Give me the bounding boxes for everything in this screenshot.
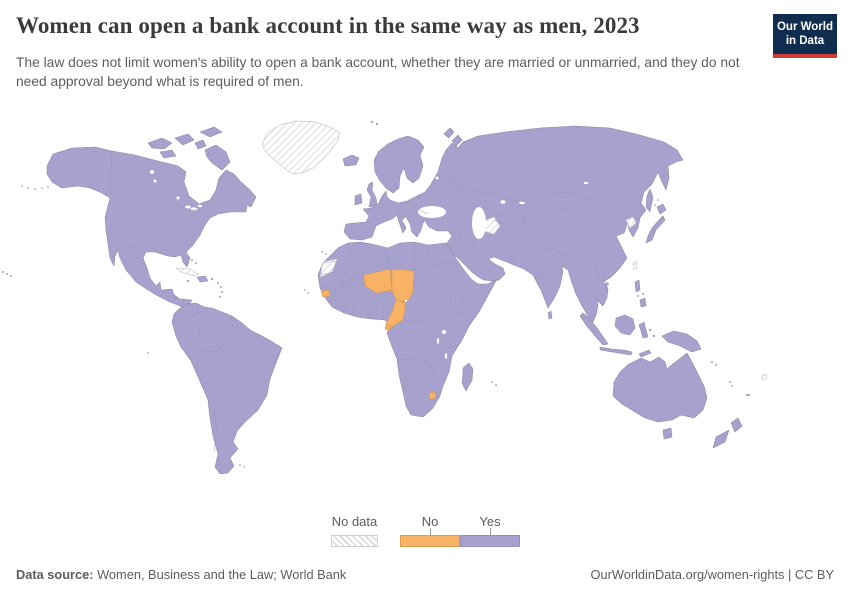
- country-iceland: [342, 154, 360, 167]
- country-eswatini[interactable]: [428, 391, 437, 400]
- country-equatorial-guinea[interactable]: [384, 323, 392, 331]
- map-no-countries[interactable]: [320, 268, 437, 400]
- country-fiji[interactable]: [761, 373, 768, 381]
- region-south-america: [171, 302, 283, 475]
- country-sri-lanka: [547, 310, 553, 320]
- lakes: [150, 170, 589, 359]
- country-north-korea[interactable]: [625, 216, 637, 229]
- country-hispaniola: [196, 275, 209, 283]
- legend-no-swatch[interactable]: [400, 535, 460, 547]
- country-indonesia-sumatra: [579, 312, 609, 346]
- country-borders: [105, 149, 623, 453]
- country-chad[interactable]: [391, 268, 415, 303]
- country-borneo: [614, 314, 636, 336]
- credit-link[interactable]: OurWorldinData.org/women-rights | CC BY: [590, 567, 834, 582]
- map-no-data-countries[interactable]: [175, 120, 768, 381]
- country-tasmania: [662, 427, 673, 440]
- legend-yes-label[interactable]: Yes: [479, 514, 501, 529]
- region-sakhalin: [645, 188, 654, 213]
- chart-subtitle: The law does not limit women's ability t…: [16, 55, 740, 90]
- owid-logo-line2: in Data: [785, 35, 825, 48]
- country-japan-honshu: [645, 215, 666, 244]
- country-cuba[interactable]: [175, 267, 200, 277]
- owid-logo[interactable]: Our World in Data: [773, 14, 837, 58]
- country-new-zealand-south: [712, 429, 730, 449]
- legend-tick-no: [430, 528, 431, 535]
- country-taiwan[interactable]: [632, 260, 638, 270]
- country-western-sahara[interactable]: [319, 258, 338, 278]
- country-madagascar: [461, 362, 474, 392]
- country-japan: [656, 203, 667, 215]
- legend-yes-swatch[interactable]: [460, 535, 520, 547]
- country-greenland[interactable]: [261, 120, 341, 175]
- country-new-zealand-north: [730, 417, 743, 433]
- legend-tick-yes: [490, 528, 491, 535]
- data-source: Data source: Women, Business and the Law…: [16, 567, 346, 582]
- country-indonesia-java: [599, 346, 633, 356]
- owid-logo-line1: Our World: [776, 21, 833, 33]
- legend-no-label[interactable]: No: [421, 514, 439, 529]
- data-source-text: Women, Business and the Law; World Bank: [93, 567, 347, 582]
- region-north-america[interactable]: [46, 146, 257, 315]
- country-niger[interactable]: [363, 268, 393, 294]
- country-guinea-bissau[interactable]: [320, 289, 331, 298]
- region-baffin: [204, 144, 231, 171]
- region-africa: [317, 241, 498, 418]
- country-uk: [366, 181, 378, 208]
- region-scandinavia: [373, 135, 425, 194]
- legend-no-data-label[interactable]: No data: [331, 514, 378, 529]
- country-new-guinea: [661, 330, 702, 353]
- country-sulawesi: [638, 321, 649, 339]
- map-yes-countries[interactable]: [2, 120, 751, 475]
- country-ireland: [354, 193, 363, 206]
- data-source-label: Data source:: [16, 567, 94, 582]
- country-australia: [612, 352, 708, 423]
- legend-no-data-swatch[interactable]: [331, 535, 378, 547]
- chart-title: Women can open a bank account in the sam…: [16, 13, 640, 38]
- country-philippines: [634, 279, 641, 293]
